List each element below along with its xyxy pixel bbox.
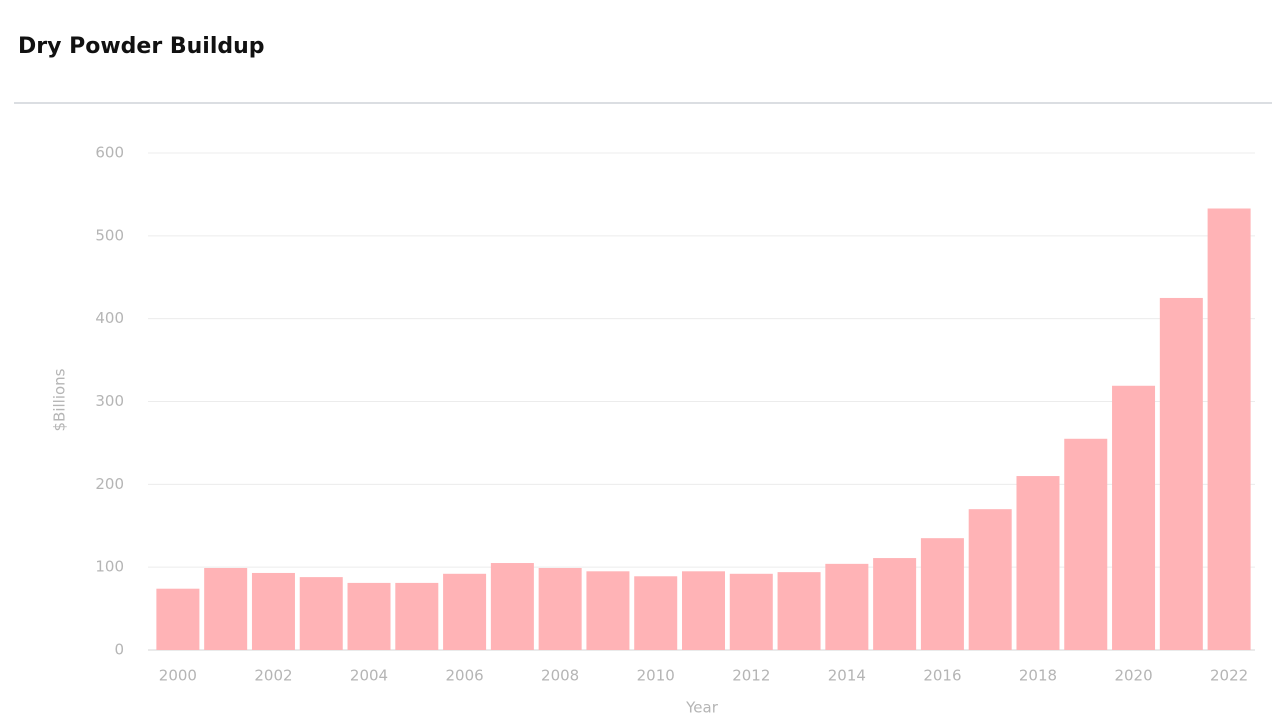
bar bbox=[729, 573, 773, 650]
y-axis-title: $Billions bbox=[51, 368, 69, 431]
bar bbox=[490, 563, 534, 650]
x-tick-label: 2000 bbox=[159, 667, 197, 685]
bar bbox=[204, 567, 248, 650]
x-tick-label: 2002 bbox=[254, 667, 292, 685]
bar bbox=[251, 572, 295, 650]
x-tick-label: 2012 bbox=[732, 667, 770, 685]
y-tick-label: 200 bbox=[95, 475, 124, 493]
x-tick-label: 2020 bbox=[1114, 667, 1152, 685]
bar bbox=[1016, 476, 1060, 650]
bar bbox=[156, 588, 200, 650]
bar bbox=[968, 509, 1012, 650]
bar bbox=[347, 582, 391, 650]
bar bbox=[634, 576, 678, 650]
bar bbox=[395, 582, 439, 650]
x-tick-label: 2006 bbox=[445, 667, 483, 685]
x-tick-label: 2022 bbox=[1210, 667, 1248, 685]
x-tick-label: 2010 bbox=[637, 667, 675, 685]
bar bbox=[586, 571, 630, 650]
bar bbox=[443, 573, 487, 650]
chart-title: Dry Powder Buildup bbox=[18, 34, 265, 59]
y-tick-label: 100 bbox=[95, 558, 124, 576]
bar bbox=[1112, 385, 1156, 650]
y-tick-label: 600 bbox=[95, 144, 124, 162]
bar bbox=[920, 538, 964, 650]
bar bbox=[873, 558, 917, 650]
x-tick-label: 2004 bbox=[350, 667, 388, 685]
bar bbox=[777, 572, 821, 650]
bar bbox=[1159, 297, 1203, 650]
x-tick-label: 2014 bbox=[828, 667, 866, 685]
x-axis-title: Year bbox=[685, 699, 719, 717]
bar bbox=[825, 563, 869, 650]
y-tick-label: 500 bbox=[95, 226, 124, 244]
y-tick-label: 0 bbox=[114, 641, 124, 659]
bar bbox=[1064, 438, 1108, 650]
bar bbox=[538, 567, 582, 650]
y-tick-label: 300 bbox=[95, 392, 124, 410]
x-tick-label: 2016 bbox=[923, 667, 961, 685]
x-tick-label: 2018 bbox=[1019, 667, 1057, 685]
x-tick-label: 2008 bbox=[541, 667, 579, 685]
y-tick-label: 400 bbox=[95, 309, 124, 327]
bar bbox=[299, 577, 343, 650]
bar bbox=[681, 571, 726, 650]
bar bbox=[1207, 208, 1251, 650]
